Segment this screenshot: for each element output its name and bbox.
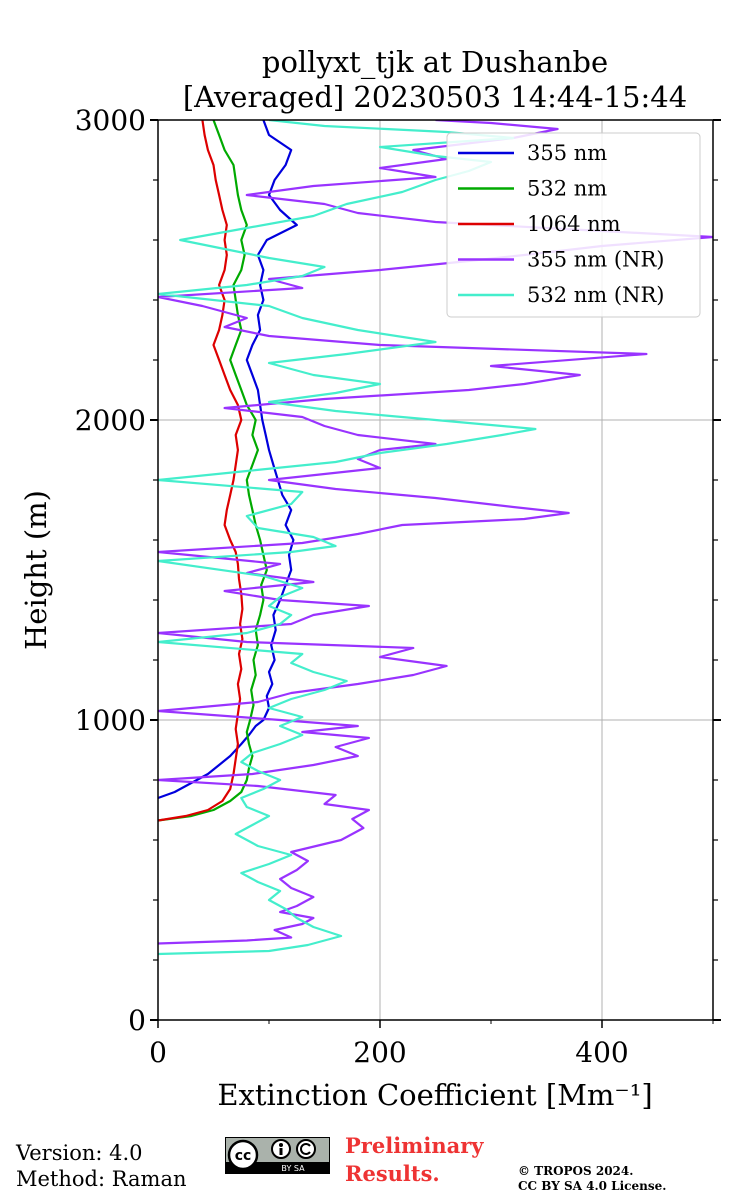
preliminary-line-2: Results. xyxy=(345,1161,440,1186)
y-axis: 0 1000 2000 3000 xyxy=(75,104,158,1037)
preliminary-line-1: Preliminary xyxy=(345,1133,484,1158)
y-tick-label: 2000 xyxy=(75,404,146,437)
footer-info: Version: 4.0 Method: Raman xyxy=(16,1140,187,1192)
y-tick-label: 1000 xyxy=(75,704,146,737)
series-line-2 xyxy=(158,120,244,822)
legend-label-3: 355 nm (NR) xyxy=(527,248,664,272)
svg-text:cc: cc xyxy=(235,1148,252,1164)
legend-box xyxy=(446,132,701,318)
legend-label-0: 355 nm xyxy=(527,141,607,165)
version-label: Version: 4.0 xyxy=(16,1141,143,1165)
series-line-4 xyxy=(158,120,537,956)
legend-label-1: 532 nm xyxy=(527,177,607,201)
legend-label-2: 1064 nm xyxy=(527,212,621,236)
chart-title: pollyxt_tjk at Dushanbe xyxy=(262,45,608,80)
cc-license-logo: cc BY SA xyxy=(225,1137,330,1174)
series-line-1 xyxy=(158,120,268,822)
series-line-0 xyxy=(158,120,298,800)
y-tick-label: 3000 xyxy=(75,104,146,137)
preliminary-notice: Preliminary Results. xyxy=(345,1132,484,1188)
chart-subtitle: [Averaged] 20230503 14:44-15:44 xyxy=(183,80,687,114)
copyright-line-1: © TROPOS 2024. xyxy=(518,1164,634,1178)
copyright-line-2: CC BY SA 4.0 License. xyxy=(518,1179,667,1193)
plot-frame xyxy=(157,119,714,1021)
cc-badge-text: BY SA xyxy=(281,1164,305,1173)
method-label: Method: Raman xyxy=(16,1167,187,1191)
x-axis-label: Extinction Coefficient [Mm⁻¹] xyxy=(217,1078,652,1112)
x-axis: 0 200 400 xyxy=(149,1020,714,1069)
x-tick-label: 400 xyxy=(575,1036,628,1069)
extinction-profile-chart: pollyxt_tjk at Dushanbe [Averaged] 20230… xyxy=(19,45,721,1112)
x-tick-label: 200 xyxy=(353,1036,406,1069)
y-axis-label: Height (m) xyxy=(19,490,53,650)
copyright-notice: © TROPOS 2024. CC BY SA 4.0 License. xyxy=(518,1164,666,1194)
legend-label-4: 532 nm (NR) xyxy=(527,283,664,307)
y-tick-label: 0 xyxy=(128,1004,146,1037)
legend: 355 nm 532 nm 1064 nm 355 nm (NR) 532 nm (NR… xyxy=(446,132,701,318)
x-tick-label: 0 xyxy=(149,1036,167,1069)
right-axis-ticks xyxy=(713,119,721,1021)
